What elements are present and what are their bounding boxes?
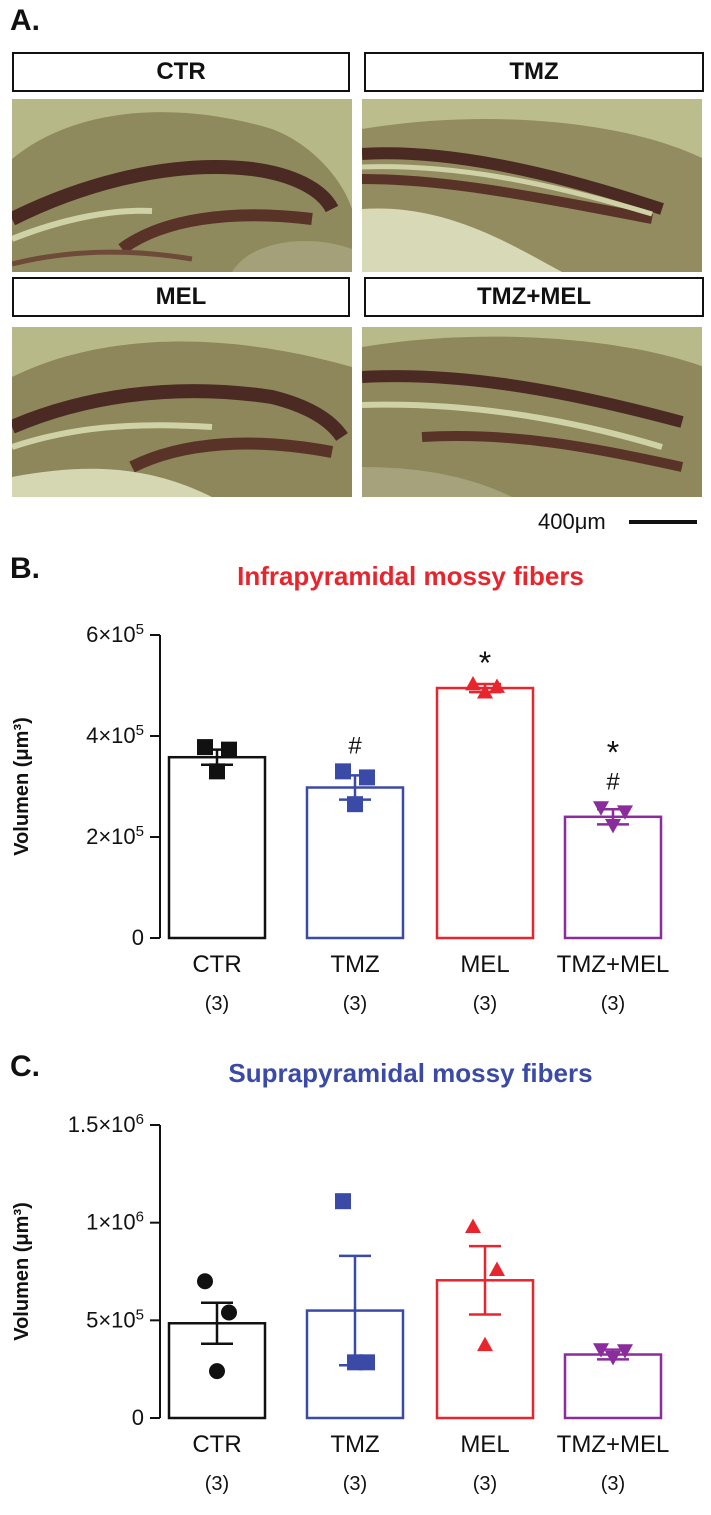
chart-c-point-mel [477,1336,493,1352]
label-box-tmz-mel: TMZ+MEL [364,277,704,317]
chart-c-n-label-mel: (3) [473,1473,497,1495]
chart-c-point-tmz [347,1354,363,1371]
chart-b-n-label-tmz: (3) [343,993,367,1015]
chart-b-point-tmz-mel [605,818,621,834]
micrograph-ctr [12,99,352,272]
chart-infrapyramidal: 0 2×105 4×105 6×105 Volumen (μm³) CTR (3) TMZ (3… [11,621,670,1016]
chart-b-point-tmz [335,763,351,780]
chart-b-x-tick-label-ctr: CTR [192,951,241,978]
micrograph-mel [12,327,352,500]
chart-c-n-label-ctr: (3) [205,1473,229,1495]
scale-bar [629,520,697,524]
scale-bar-label: 400μm [538,509,606,534]
chart-suprapyramidal: 0 5×105 1×106 1.5×106 Volumen (μm³) CTR (3) TMZ… [11,1111,670,1496]
panel-b-letter: B. [10,552,40,585]
chart-c-point-tmz-mel [593,1343,609,1358]
chart-b-bar-tmz-mel [563,815,663,940]
label-mel: MEL [155,283,207,310]
chart-b-point-ctr [221,741,237,758]
micrograph-tmz [362,99,702,272]
chart-b-y-axis-label: Volumen (μm³) [11,717,33,856]
chart-b-y-tick-label: 4×105 [86,722,144,749]
chart-b-y-tick-label: 2×105 [86,823,144,850]
chart-b-title: Infrapyramidal mossy fibers [237,561,584,591]
chart-c-point-ctr [197,1273,213,1290]
chart-c-point-ctr [209,1363,225,1380]
chart-b-n-label-ctr: (3) [205,993,229,1015]
micrograph-tmz-mel [362,327,702,500]
chart-c-point-mel [465,1218,481,1233]
label-box-tmz: TMZ [364,52,704,92]
chart-b-annotation-mel: * [479,645,491,681]
chart-c-point-ctr [221,1304,237,1321]
chart-b-bar-mel [435,686,535,940]
chart-c-point-tmz-mel [605,1351,621,1366]
label-tmz: TMZ [509,58,559,85]
chart-b-point-ctr [197,739,213,756]
chart-b-point-ctr [209,763,225,780]
chart-b-point-tmz-mel [593,801,609,816]
chart-c-x-tick-label-mel: MEL [460,1431,509,1458]
chart-b-bar-ctr [167,755,267,940]
chart-c-point-tmz [335,1193,351,1210]
chart-c-n-label-tmz-mel: (3) [601,1473,625,1495]
label-ctr: CTR [156,58,206,85]
panel-c-letter: C. [10,1050,40,1083]
chart-b-x-tick-label-mel: MEL [460,951,509,978]
chart-b-annotation-tmz-mel: # [606,769,620,796]
chart-b-point-mel [465,675,481,691]
chart-c-x-tick-label-tmz-mel: TMZ+MEL [557,1431,670,1458]
chart-c-y-axis-label: Volumen (μm³) [11,1202,33,1341]
chart-b-x-tick-label-tmz-mel: TMZ+MEL [557,951,670,978]
chart-c-y-tick-label: 0 [132,1405,144,1430]
chart-b-annotation-tmz-mel: * [607,735,619,771]
chart-c-point-tmz-mel [617,1344,633,1359]
chart-c-y-tick-label: 1.5×106 [68,1111,144,1138]
label-box-ctr: CTR [12,52,350,92]
chart-b-point-tmz [359,769,375,786]
chart-c-y-tick-label: 5×105 [86,1306,144,1333]
chart-b-y-tick-label: 0 [132,925,144,950]
panel-a-letter: A. [10,4,40,37]
chart-c-title: Suprapyramidal mossy fibers [228,1058,593,1088]
chart-b-n-label-mel: (3) [473,993,497,1015]
chart-b-point-mel [477,684,493,699]
chart-c-y-tick-label: 1×106 [86,1208,144,1235]
label-box-mel: MEL [12,277,350,317]
chart-b-x-tick-label-tmz: TMZ [330,951,379,978]
chart-b-point-mel [489,678,505,693]
chart-c-point-mel [489,1261,505,1276]
chart-b-bar-tmz [305,786,405,940]
chart-b-n-label-tmz-mel: (3) [601,993,625,1015]
chart-c-x-tick-label-ctr: CTR [192,1431,241,1458]
chart-c-x-tick-label-tmz: TMZ [330,1431,379,1458]
chart-b-annotation-tmz: # [348,732,362,759]
chart-c-n-label-tmz: (3) [343,1473,367,1495]
chart-b-point-tmz [347,796,363,813]
chart-b-y-tick-label: 6×105 [86,621,144,648]
chart-b-point-tmz-mel [617,805,633,820]
label-tmz-mel: TMZ+MEL [477,283,591,310]
